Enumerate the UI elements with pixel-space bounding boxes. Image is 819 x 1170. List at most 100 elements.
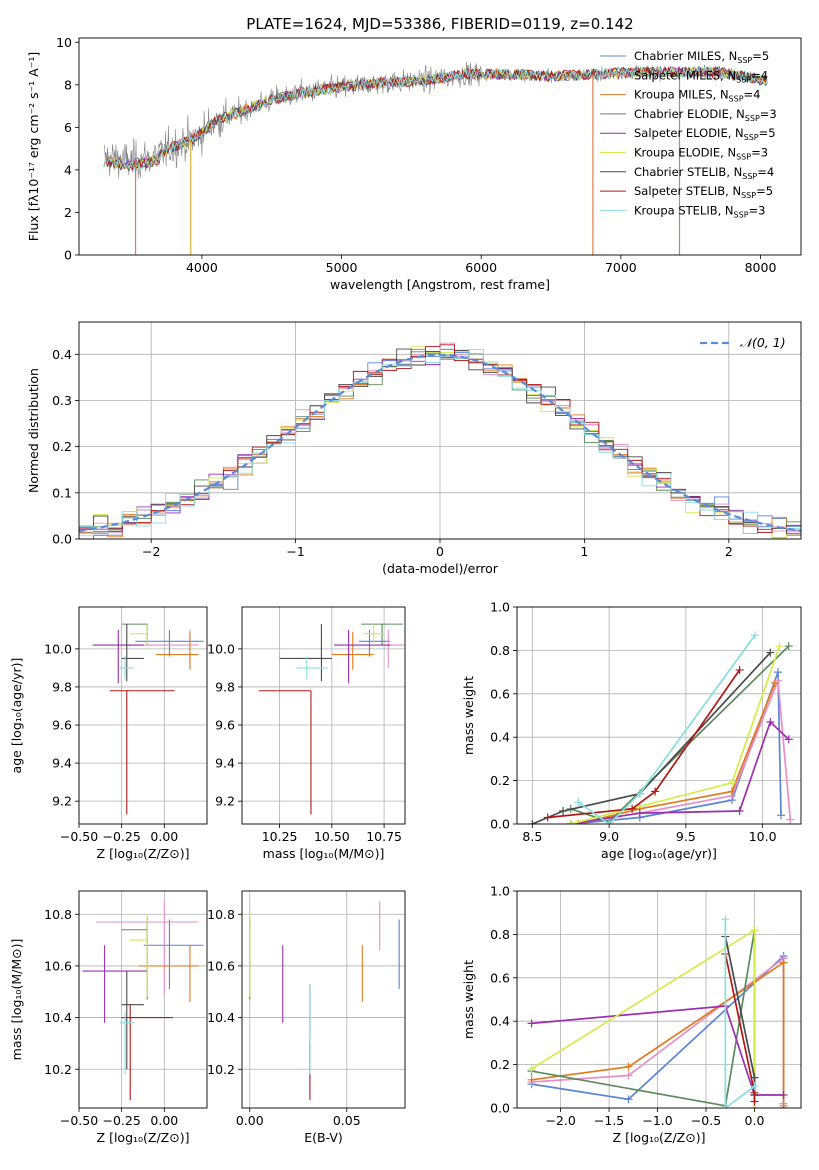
legend-sub: SSP — [737, 56, 752, 65]
weight-line — [531, 929, 756, 1108]
errorbar-point — [82, 945, 148, 1023]
x-axis-label: Z [log₁₀(Z/Z⊙)] — [97, 1130, 190, 1145]
legend-label: 𝒩(0, 1) — [740, 335, 786, 350]
errorbar-point — [155, 631, 199, 670]
weight-line — [531, 1005, 784, 1096]
weight-line — [578, 682, 776, 824]
errorbar-point — [130, 914, 148, 997]
y-tick-label: 10.8 — [44, 907, 72, 922]
weight-marker — [750, 1082, 759, 1091]
mass_vs_EBV-plot — [249, 901, 400, 1101]
legend-suffix: =5 — [756, 184, 773, 198]
weight-series — [528, 648, 775, 824]
y-tick-label: 2 — [64, 205, 72, 220]
y-tick-label: 8 — [64, 77, 72, 92]
spectrum-model-line — [103, 66, 767, 172]
errorbar-point — [359, 629, 391, 657]
spectrum-axes: 4000 5000 6000 7000 8000 0 2 4 6 8 10 wavelength [A… — [26, 35, 776, 292]
legend-suffix: =5 — [759, 126, 776, 140]
x-tick-label: 4000 — [186, 260, 218, 275]
age_vs_mass-axes: 10.25 10.50 10.75 9.2 9.4 9.6 9.8 10.0 mass [log… — [207, 607, 405, 861]
y-tick-label: 9.6 — [215, 718, 235, 733]
legend-sub: SSP — [745, 114, 760, 123]
x-tick-label: −1.5 — [594, 1113, 624, 1128]
legend-sub: SSP — [742, 172, 757, 181]
y-tick-label: 9.2 — [215, 794, 235, 809]
x-tick-label: −0.25 — [103, 829, 141, 844]
x-tick-label: 10.75 — [366, 829, 402, 844]
y-tick-label: 1.0 — [490, 884, 510, 899]
y-tick-label: 0.8 — [490, 927, 510, 942]
y-tick-label: 10.0 — [207, 641, 235, 656]
weight-marker — [750, 631, 759, 640]
weight-marker — [779, 1090, 788, 1099]
weight-marker — [624, 1062, 633, 1071]
y-tick-label: 9.4 — [215, 756, 235, 771]
age_vs_mass-plot — [258, 623, 405, 815]
weight-marker — [574, 798, 583, 807]
x-axis-label: Z [log₁₀(Z/Z⊙)] — [613, 1130, 706, 1145]
errorbar-point — [258, 690, 312, 815]
y-tick-label: 0.2 — [490, 1057, 510, 1072]
y-tick-label: 0.2 — [52, 439, 72, 454]
legend-sub: SSP — [734, 210, 749, 219]
weight-series — [566, 668, 786, 824]
y-tick-label: 10.4 — [44, 1010, 72, 1025]
y-tick-label: 9.8 — [215, 679, 235, 694]
residual-plot — [79, 342, 801, 539]
y-tick-label: 0.6 — [490, 970, 510, 985]
weight-marker — [721, 915, 730, 924]
weight-marker — [786, 815, 795, 824]
weight-marker — [527, 1064, 536, 1073]
errorbar-point — [121, 623, 148, 646]
weight-marker — [779, 1101, 788, 1108]
weight-marker — [777, 811, 786, 820]
legend-label: Kroupa MILES, NSSP=4 — [634, 88, 760, 104]
weight-marker — [651, 787, 660, 796]
x-tick-label: −0.50 — [60, 829, 98, 844]
legend-label: Salpeter MILES, NSSP=4 — [634, 68, 768, 84]
y-tick-label: 0.0 — [490, 1101, 510, 1116]
weight-series — [721, 949, 759, 1106]
mass_vs_Z-axes: −0.50 −0.25 0.00 10.2 10.4 10.6 10.8 Z [log₁₀(Z… — [9, 891, 207, 1145]
y-tick-label: 10.8 — [207, 907, 235, 922]
weight-marker — [721, 1104, 730, 1108]
y-axis-label: age [log₁₀(age/yr)] — [9, 658, 24, 774]
errorbar-point — [92, 629, 144, 684]
x-axis-label: age [log₁₀(age/yr)] — [601, 846, 717, 861]
x-axis-label: Z [log₁₀(Z/Z⊙)] — [97, 846, 190, 861]
weight-marker — [605, 820, 614, 824]
x-tick-label: −2 — [142, 544, 160, 559]
age_vs_Z-plot — [92, 623, 204, 815]
legend-name: Chabrier STELIB, N — [634, 165, 742, 179]
legend-suffix: =5 — [752, 49, 769, 63]
x-tick-label: 0.00 — [236, 1113, 264, 1128]
weight-marker — [784, 735, 793, 744]
weight_vs_Z-plot — [527, 915, 788, 1108]
y-axis-label: mass [log₁₀(M/M⊙)] — [9, 939, 24, 1061]
weight-series — [721, 915, 759, 1108]
x-tick-label: 1 — [580, 544, 588, 559]
weight-marker — [727, 778, 736, 787]
legend-label: Chabrier STELIB, NSSP=4 — [634, 165, 774, 181]
legend-label: Chabrier ELODIE, NSSP=3 — [634, 107, 777, 123]
errorbar-point — [119, 656, 134, 680]
x-tick-label: 10.50 — [314, 829, 350, 844]
y-tick-label: 10.4 — [207, 1010, 235, 1025]
legend-sub: SSP — [741, 191, 756, 200]
weight-line — [531, 928, 756, 1108]
legend-name: Kroupa ELODIE, N — [634, 146, 736, 160]
legend-name: Kroupa STELIB, N — [634, 203, 734, 217]
legend-suffix: =3 — [749, 203, 766, 217]
spectrum-model-line — [103, 66, 767, 171]
x-axis-label: mass [log₁₀(M/M⊙)] — [263, 846, 385, 861]
x-tick-label: −0.25 — [103, 1113, 141, 1128]
weight-marker — [773, 668, 782, 677]
y-axis-label: mass weight — [461, 960, 476, 1039]
residuals-axes: −2 −1 0 1 2 0.0 0.1 0.2 0.3 0.4 (data-model)/error… — [26, 322, 801, 576]
legend-suffix: =4 — [751, 68, 768, 82]
figure-title: PLATE=1624, MJD=53386, FIBERID=0119, z=0… — [246, 15, 633, 33]
legend-suffix: =4 — [757, 165, 774, 179]
y-tick-label: 9.6 — [52, 718, 72, 733]
